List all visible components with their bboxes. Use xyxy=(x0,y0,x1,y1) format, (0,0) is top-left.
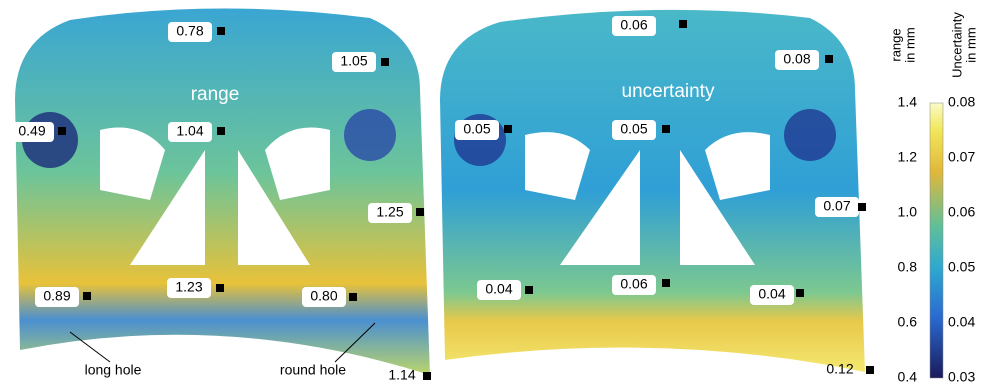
marker xyxy=(504,125,512,133)
tick-label: 0.6 xyxy=(898,314,918,330)
tick-label: 1.2 xyxy=(898,149,918,165)
value-label: 0.12 xyxy=(826,361,853,377)
colorbar-header: range xyxy=(888,28,903,61)
marker xyxy=(662,279,670,287)
marker xyxy=(525,286,533,294)
marker xyxy=(83,292,91,300)
marker xyxy=(416,208,424,216)
colorbar-header: in mm xyxy=(902,27,917,62)
value-label: 0.05 xyxy=(620,121,647,137)
value-label: 0.05 xyxy=(463,121,490,137)
marker xyxy=(796,289,804,297)
value-label: 0.06 xyxy=(620,276,647,292)
value-label: 0.89 xyxy=(43,288,70,304)
tick-label: 0.06 xyxy=(948,204,975,220)
value-label: 1.23 xyxy=(175,279,202,295)
figure: range 0.78 1.05 0.49 1.04 1.25 0.89 1.23 0.80 1.1… xyxy=(0,0,993,385)
value-label: 1.25 xyxy=(376,204,403,220)
tick-label: 0.08 xyxy=(948,94,975,110)
tick-label: 0.4 xyxy=(898,369,918,385)
value-label: 0.06 xyxy=(620,17,647,33)
value-label: 1.04 xyxy=(176,123,203,139)
marker xyxy=(58,127,66,135)
tick-label: 1.4 xyxy=(898,94,918,110)
panel-title: range xyxy=(191,84,240,105)
panel-title: uncertainty xyxy=(622,81,715,102)
value-label: 0.04 xyxy=(485,281,512,297)
tick-label: 0.07 xyxy=(948,149,975,165)
marker xyxy=(217,27,225,35)
tick-label: 1.0 xyxy=(898,204,918,220)
marker xyxy=(349,293,357,301)
marker xyxy=(679,20,687,28)
value-label: 0.80 xyxy=(310,288,337,304)
marker xyxy=(825,55,833,63)
value-label: 0.07 xyxy=(823,198,850,214)
tick-label: 0.03 xyxy=(948,369,975,385)
colorbar-header: in mm xyxy=(963,27,978,62)
tick-label: 0.05 xyxy=(948,259,975,275)
value-label: 0.08 xyxy=(783,51,810,67)
annotation: round hole xyxy=(280,362,346,378)
colorbar xyxy=(930,103,943,378)
value-label: 0.04 xyxy=(758,286,785,302)
value-label: 1.14 xyxy=(388,367,415,383)
colorbar-header: Uncertainty xyxy=(949,12,964,78)
marker xyxy=(216,284,224,292)
marker xyxy=(217,127,225,135)
marker xyxy=(866,366,874,374)
marker xyxy=(858,203,866,211)
tick-label: 0.8 xyxy=(898,259,918,275)
marker xyxy=(381,58,389,66)
marker xyxy=(662,125,670,133)
value-label: 1.05 xyxy=(340,53,367,69)
marker xyxy=(423,372,431,380)
annotation: long hole xyxy=(85,362,142,378)
value-label: 0.49 xyxy=(18,123,45,139)
tick-label: 0.04 xyxy=(948,314,975,330)
value-label: 0.78 xyxy=(176,23,203,39)
